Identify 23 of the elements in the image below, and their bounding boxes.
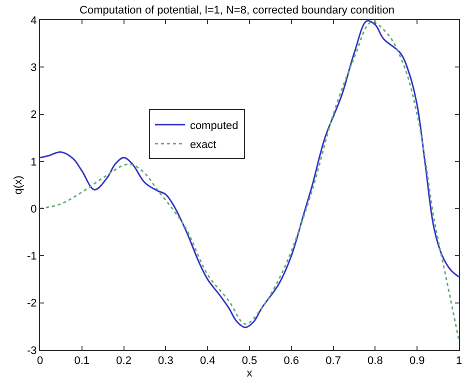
x-tick-label: 0.4	[200, 355, 216, 368]
y-tick-label: 1	[30, 156, 37, 168]
legend-label: exact	[190, 138, 216, 151]
chart-title: Computation of potential, l=1, N=8, corrected boundary condition	[80, 4, 394, 17]
x-tick-label: 0.3	[158, 355, 174, 368]
x-tick-label: 0.1	[74, 355, 90, 368]
y-tick-label: -2	[27, 298, 37, 310]
x-tick-label: 0.9	[409, 355, 425, 368]
y-tick-label: 0	[30, 203, 37, 216]
y-tick-label: -3	[27, 344, 37, 357]
x-tick-label: 0.2	[116, 355, 132, 368]
y-tick-label: -1	[27, 250, 37, 263]
x-tick-label: 0.8	[368, 355, 383, 368]
x-tick-label: 0.6	[284, 355, 300, 368]
y-tick-label: 2	[30, 109, 37, 122]
x-tick-label: 1	[456, 355, 462, 368]
y-axis-title: q(x)	[12, 176, 25, 194]
y-tick-label: 4	[30, 14, 37, 27]
legend-label: computed	[190, 120, 238, 132]
x-axis-title: x	[246, 367, 253, 380]
x-tick-label: 0.5	[242, 355, 258, 368]
y-tick-label: 3	[30, 62, 37, 74]
x-tick-label: 0.7	[326, 355, 341, 368]
